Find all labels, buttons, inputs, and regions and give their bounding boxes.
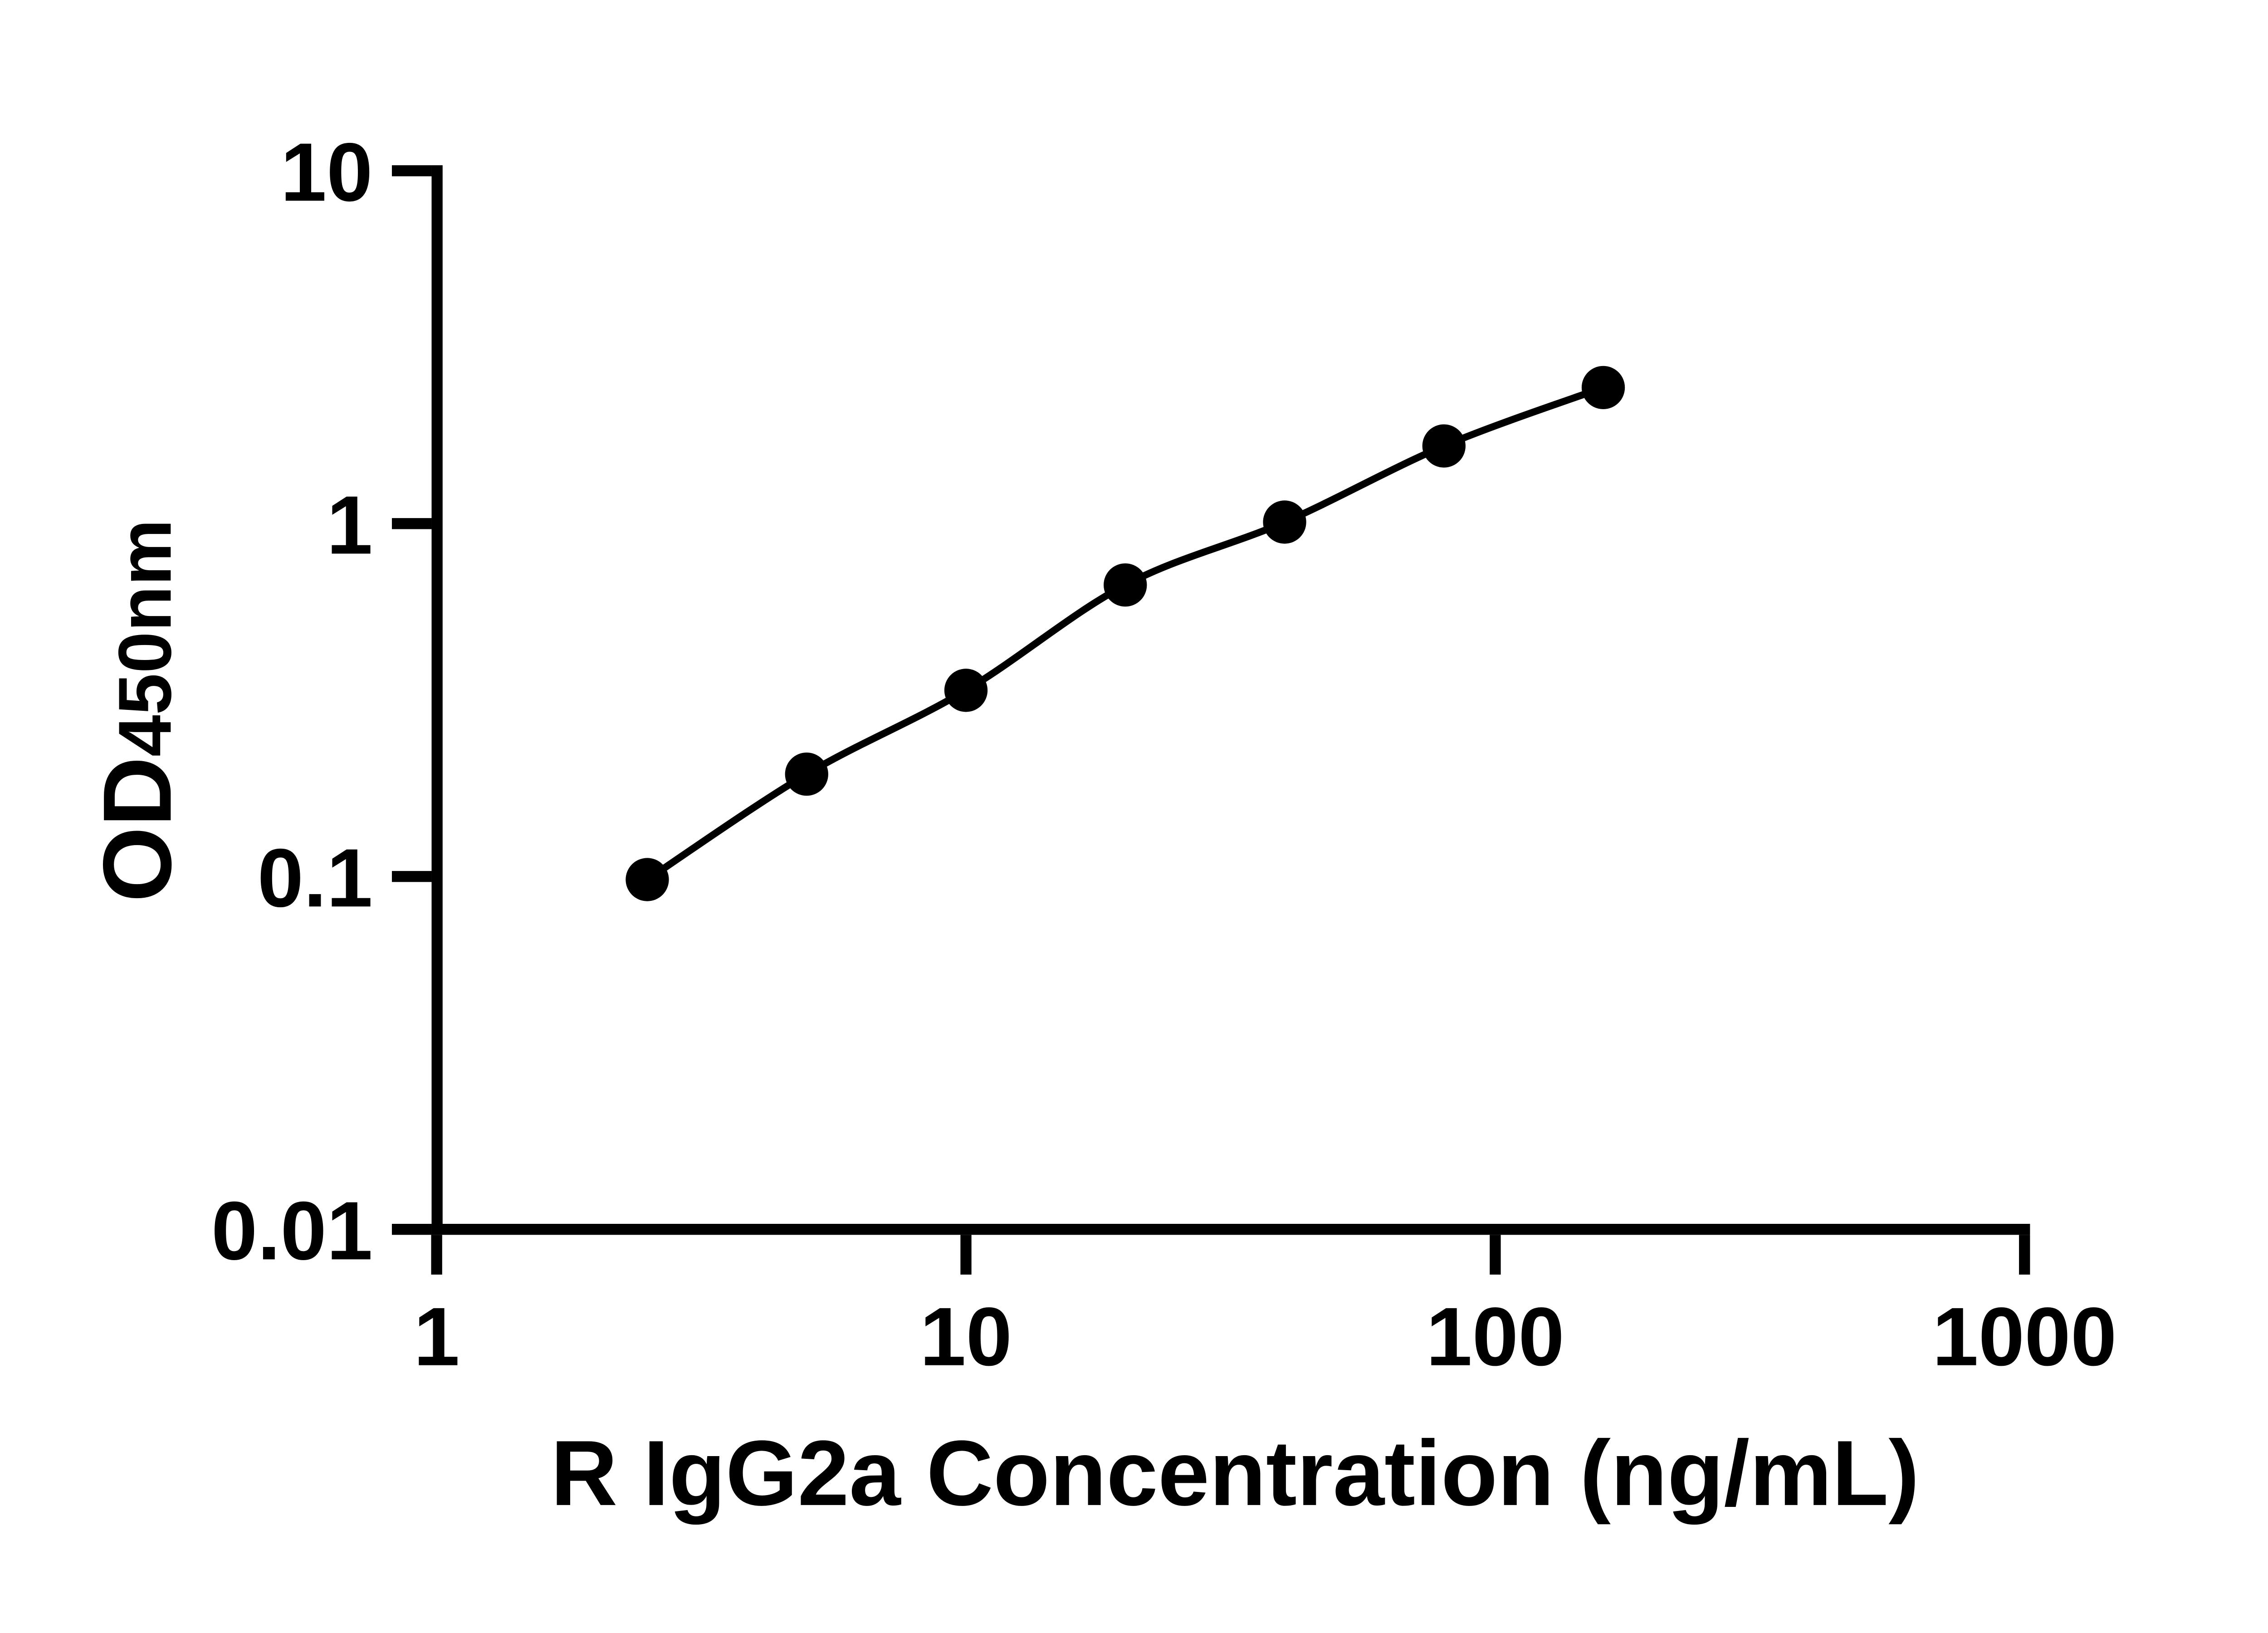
- data-points: [626, 366, 1625, 901]
- data-point: [1104, 563, 1147, 607]
- data-point: [1263, 500, 1306, 544]
- y-axis-title-main: OD: [83, 757, 191, 902]
- x-axis-ticks: [431, 1235, 2030, 1275]
- y-axis-title: OD450nm: [83, 519, 191, 902]
- x-axis-tick-labels: 1 10 100 1000: [414, 1291, 2117, 1383]
- y-tick-label: 0.01: [211, 1184, 373, 1277]
- axes: [391, 165, 2030, 1275]
- data-point: [1581, 366, 1625, 410]
- y-axis-title-subscript: 450nm: [103, 519, 187, 757]
- x-tick-label: 100: [1426, 1291, 1564, 1383]
- y-axis-tick-labels: 10 1 0.1 0.01: [211, 126, 373, 1277]
- x-tick-label: 1: [414, 1291, 460, 1383]
- x-axis-title: R IgG2a Concentration (ng/mL): [551, 1422, 1919, 1525]
- y-tick-label: 10: [280, 126, 372, 219]
- data-point: [785, 753, 828, 796]
- standard-curve-line: [645, 384, 1605, 883]
- data-point: [944, 669, 988, 712]
- x-tick-label: 1000: [1932, 1291, 2117, 1383]
- data-point: [1422, 424, 1466, 468]
- data-point: [626, 858, 669, 901]
- x-tick-label: 10: [920, 1291, 1012, 1383]
- y-tick-label: 0.1: [258, 831, 373, 924]
- y-axis-ticks: [391, 165, 432, 1235]
- y-tick-label: 1: [327, 479, 373, 571]
